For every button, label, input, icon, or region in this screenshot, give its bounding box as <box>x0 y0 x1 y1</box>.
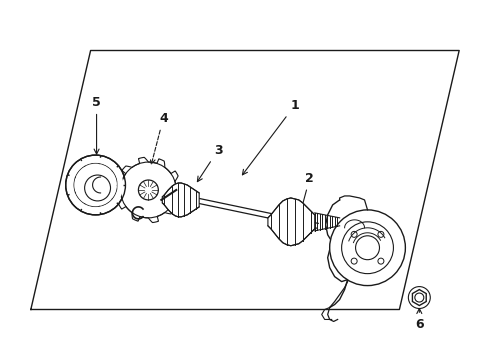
Text: 1: 1 <box>243 99 299 175</box>
Polygon shape <box>413 289 426 306</box>
Circle shape <box>415 293 424 302</box>
Circle shape <box>138 180 158 200</box>
Circle shape <box>351 231 357 237</box>
Text: 5: 5 <box>92 96 101 154</box>
Circle shape <box>356 236 379 260</box>
Circle shape <box>85 175 111 201</box>
Circle shape <box>74 163 118 207</box>
Circle shape <box>66 155 125 215</box>
Text: 4: 4 <box>150 112 168 164</box>
Polygon shape <box>268 198 315 246</box>
Circle shape <box>342 222 393 274</box>
Circle shape <box>330 210 405 285</box>
Polygon shape <box>116 157 181 222</box>
Text: 2: 2 <box>300 171 314 211</box>
Text: 3: 3 <box>197 144 222 182</box>
Circle shape <box>378 231 384 237</box>
Circle shape <box>378 258 384 264</box>
Text: 6: 6 <box>415 309 424 331</box>
Circle shape <box>351 258 357 264</box>
Polygon shape <box>162 183 199 217</box>
